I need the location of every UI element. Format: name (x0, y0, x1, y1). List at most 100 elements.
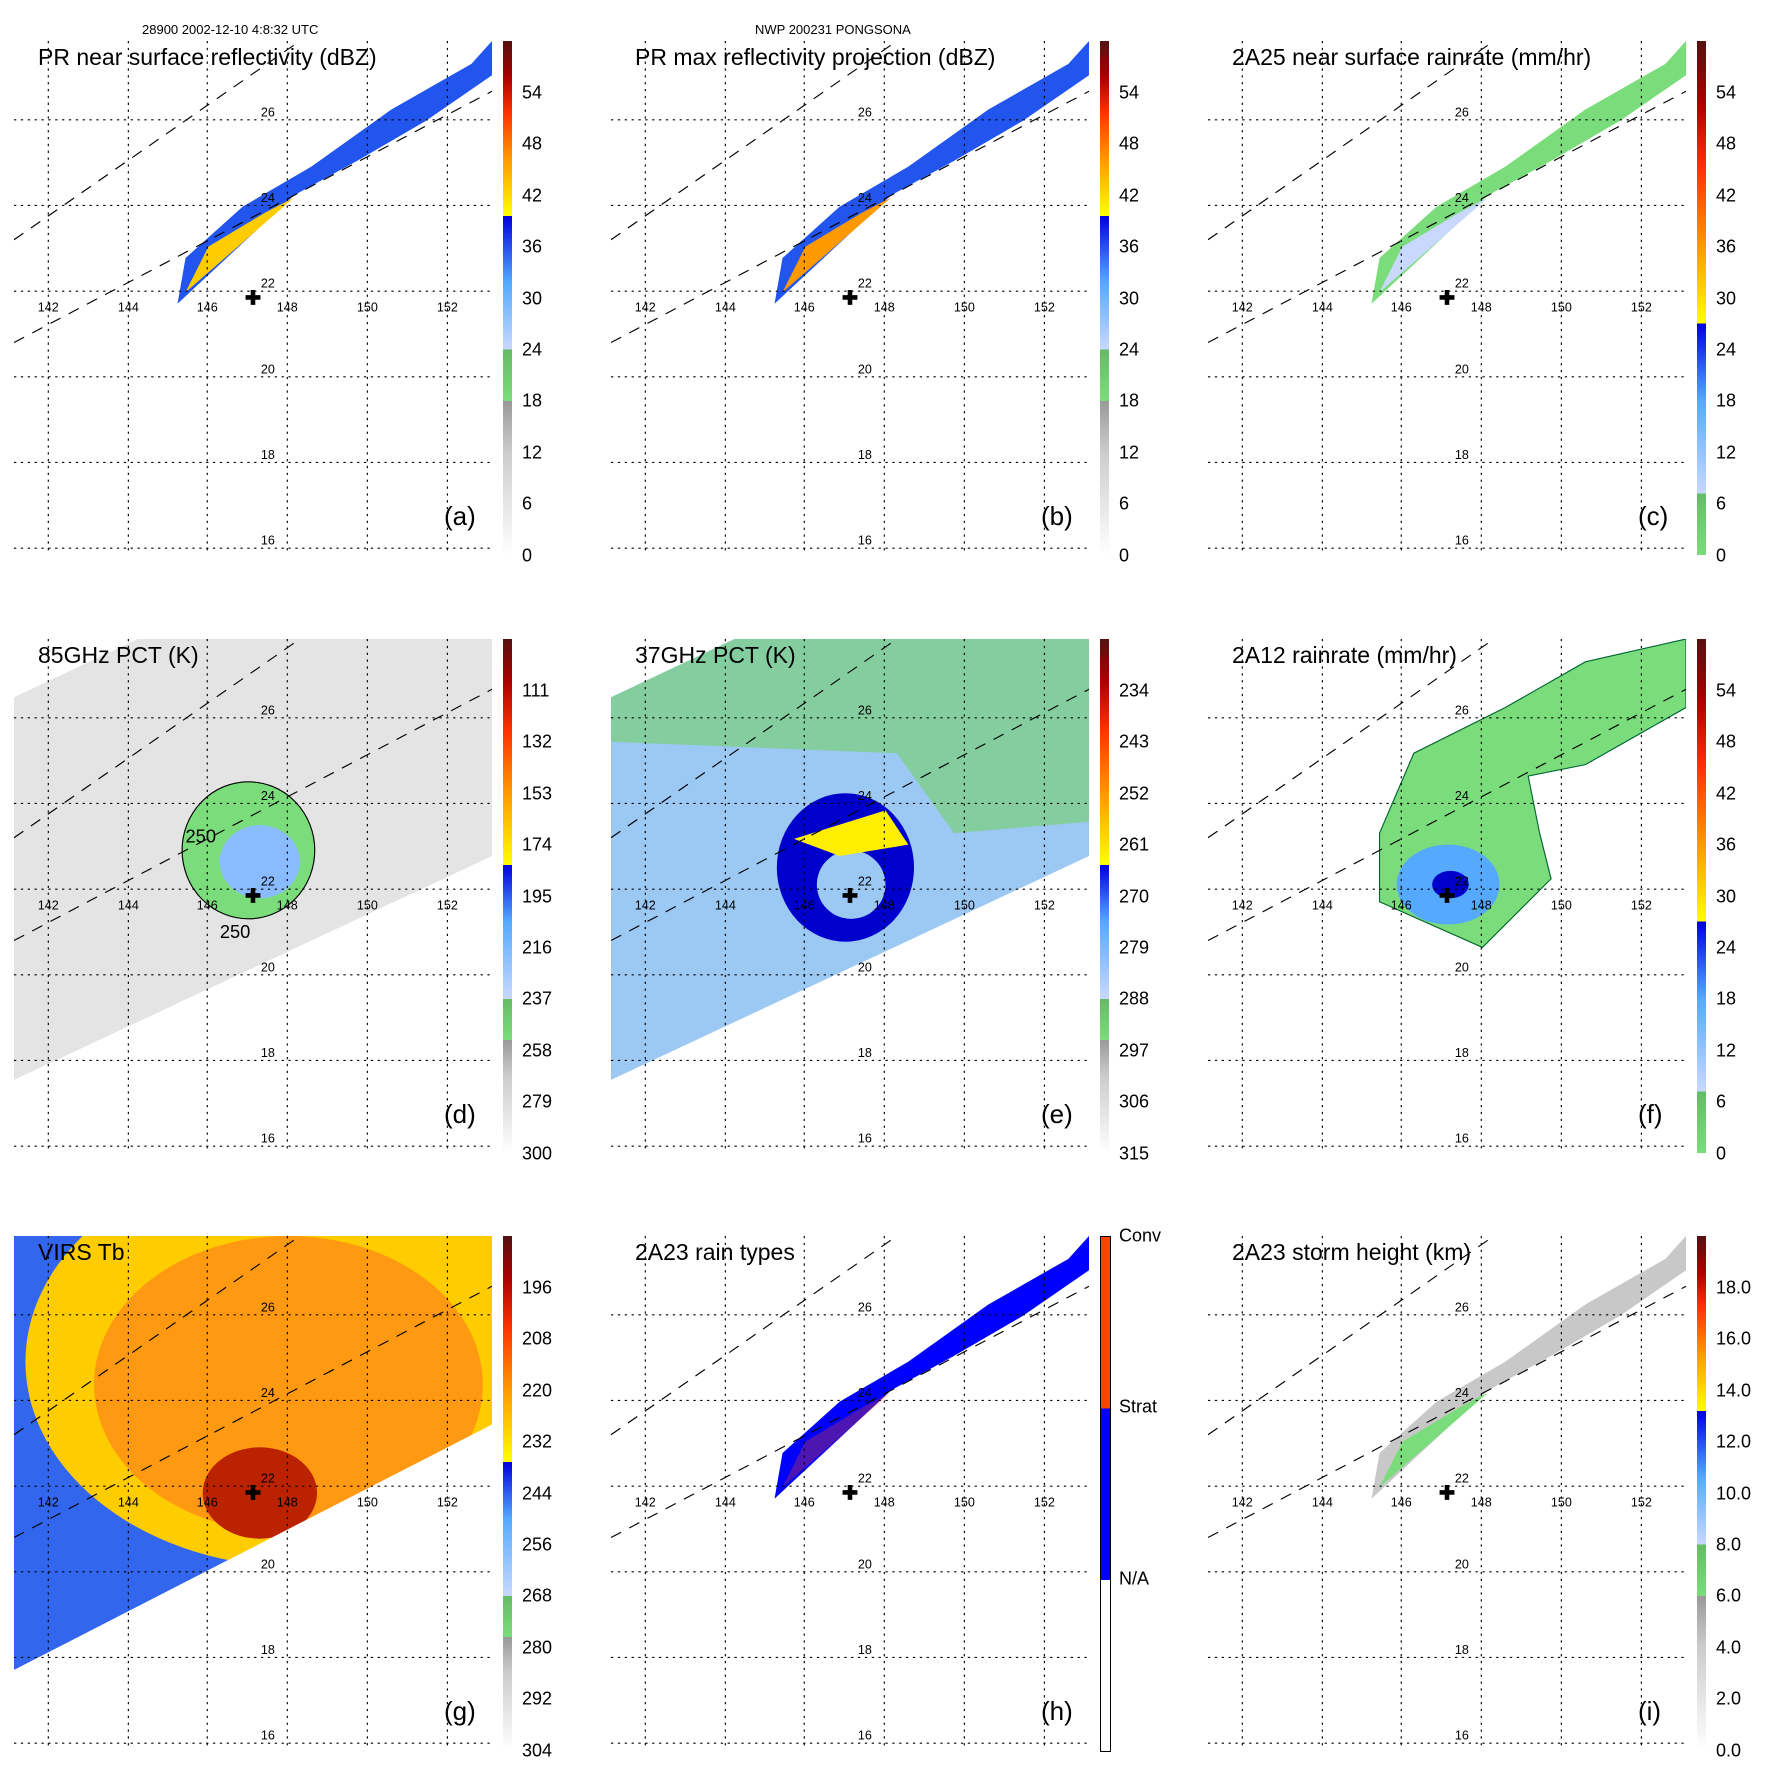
lon-label: 142 (635, 899, 656, 913)
swath-edge-line (14, 1236, 301, 1436)
lat-label: 24 (1455, 191, 1469, 205)
swath-edge-line (611, 90, 1089, 344)
panel-title: PR max reflectivity projection (dBZ) (635, 44, 996, 70)
colorbar (1697, 41, 1706, 555)
colorbar-tick-label: 30 (522, 288, 543, 309)
lat-label: 22 (858, 277, 872, 291)
panel-letter: (g) (444, 1696, 476, 1726)
colorbar-tick-label: 6.0 (1716, 1585, 1742, 1606)
panel-i: 142 144 146 148 150 152 26 24 22 20 18 16 2A23 storm… (1208, 1236, 1771, 1776)
lat-label: 22 (261, 1472, 275, 1486)
swath-edge-line (1208, 41, 1495, 241)
panel-letter: (c) (1638, 501, 1669, 531)
colorbar-tick-label: 288 (1119, 988, 1150, 1009)
lon-label: 150 (357, 301, 378, 315)
colorbar (503, 1236, 512, 1750)
colorbar-tick-label: 6 (522, 493, 533, 514)
lat-label: 26 (261, 703, 275, 717)
rain-swath-echo (177, 41, 492, 304)
lon-label: 150 (1551, 899, 1572, 913)
colorbar-tick-label: 54 (1119, 82, 1140, 103)
colorbar-tick-label: 0 (1119, 545, 1130, 566)
panel-title: 2A23 rain types (635, 1239, 795, 1265)
colorbar-tick-label: 297 (1119, 1040, 1150, 1061)
colorbar-tick-label: 36 (522, 236, 543, 257)
colorbar-tick-label: 24 (1716, 937, 1737, 958)
map-plot: 142 144 146 148 150 152 26 24 22 20 18 16 (611, 1236, 1089, 1750)
colorbar-tick-label: 261 (1119, 834, 1150, 855)
lon-label: 142 (1232, 301, 1253, 315)
lat-label: 26 (858, 105, 872, 119)
lat-label: 24 (1455, 1386, 1469, 1400)
colorbar-tick-label: 54 (522, 82, 543, 103)
eye-rain (1432, 870, 1469, 899)
eye (816, 850, 886, 919)
lon-label: 150 (1551, 1496, 1572, 1510)
colorbar-tick-label: 232 (522, 1431, 553, 1452)
rain-swath-echo (1371, 1236, 1686, 1499)
header-orbit-time: 28900 2002-12-10 4:8:32 UTC (142, 22, 319, 37)
colorbar (1100, 1236, 1111, 1752)
lat-label: 18 (261, 1643, 275, 1657)
colorbar-tick-label: 292 (522, 1688, 553, 1709)
lat-label: 18 (1455, 1046, 1469, 1060)
lat-label: 20 (261, 960, 275, 974)
swath-edge-line (14, 1285, 492, 1539)
lon-label: 144 (715, 301, 736, 315)
panel-letter: (d) (444, 1099, 476, 1129)
colorbar-tick-label: 42 (522, 185, 543, 206)
lon-label: 148 (1471, 899, 1492, 913)
lat-label: 26 (1455, 1300, 1469, 1314)
lat-label: 16 (858, 1729, 872, 1743)
swath-edge-line (14, 639, 301, 839)
lon-label: 148 (874, 1496, 895, 1510)
lon-label: 144 (1312, 899, 1333, 913)
colorbar-tick-label: 42 (1119, 185, 1140, 206)
lon-label: 146 (197, 899, 218, 913)
colorbar-tick-label: 14.0 (1716, 1380, 1752, 1401)
storm-center-cross-icon (245, 290, 261, 305)
storm-center-cross-icon (842, 290, 858, 305)
colorbar-tick-label: 48 (1716, 731, 1737, 752)
warm-region (611, 639, 1089, 834)
panel-letter: (h) (1041, 1696, 1073, 1726)
lon-label: 142 (38, 899, 59, 913)
colorbar-tick-label: 208 (522, 1328, 553, 1349)
panel-letter: (a) (444, 501, 476, 531)
lat-label: 20 (1455, 960, 1469, 974)
lat-label: 22 (858, 875, 872, 889)
colorbar-tick-label: 12 (522, 442, 543, 463)
lat-label: 22 (1455, 277, 1469, 291)
swath-edge-line (611, 1285, 1089, 1539)
colorbar (1697, 639, 1706, 1153)
lon-label: 142 (635, 1496, 656, 1510)
lat-label: 18 (261, 1046, 275, 1060)
colorbar-tick-label: 16.0 (1716, 1328, 1752, 1349)
colorbar-tick-label: 252 (1119, 783, 1150, 804)
lat-label: 16 (261, 1132, 275, 1146)
panel-title: 85GHz PCT (K) (38, 642, 199, 668)
panel-letter: (e) (1041, 1099, 1073, 1129)
colorbar-tick-label: 195 (522, 886, 553, 907)
lat-label: 16 (1455, 1132, 1469, 1146)
lon-label: 142 (38, 1496, 59, 1510)
colorbar-tick-label: N/A (1119, 1568, 1150, 1589)
lat-label: 26 (858, 1300, 872, 1314)
colorbar-tick-label: 48 (1119, 133, 1140, 154)
swath-edge-line (611, 688, 1089, 942)
colorbar-tick-label: 6 (1716, 1091, 1727, 1112)
colorbar-tick-label: 6 (1119, 493, 1130, 514)
lon-label: 148 (1471, 1496, 1492, 1510)
colorbar-tick-label: Conv (1119, 1225, 1162, 1246)
lat-label: 22 (1455, 875, 1469, 889)
rain-swath-echo (774, 1236, 1089, 1499)
lon-label: 146 (197, 1496, 218, 1510)
colorbar-tick-label: 174 (522, 834, 553, 855)
header-storm-name: NWP 200231 PONGSONA (755, 22, 911, 37)
colorbar-tick-label: 36 (1716, 834, 1737, 855)
swath-edge-line (14, 41, 301, 241)
panel-title: 37GHz PCT (K) (635, 642, 796, 668)
colorbar-tick-label: 306 (1119, 1091, 1150, 1112)
lon-label: 152 (1034, 899, 1055, 913)
lat-label: 26 (1455, 105, 1469, 119)
